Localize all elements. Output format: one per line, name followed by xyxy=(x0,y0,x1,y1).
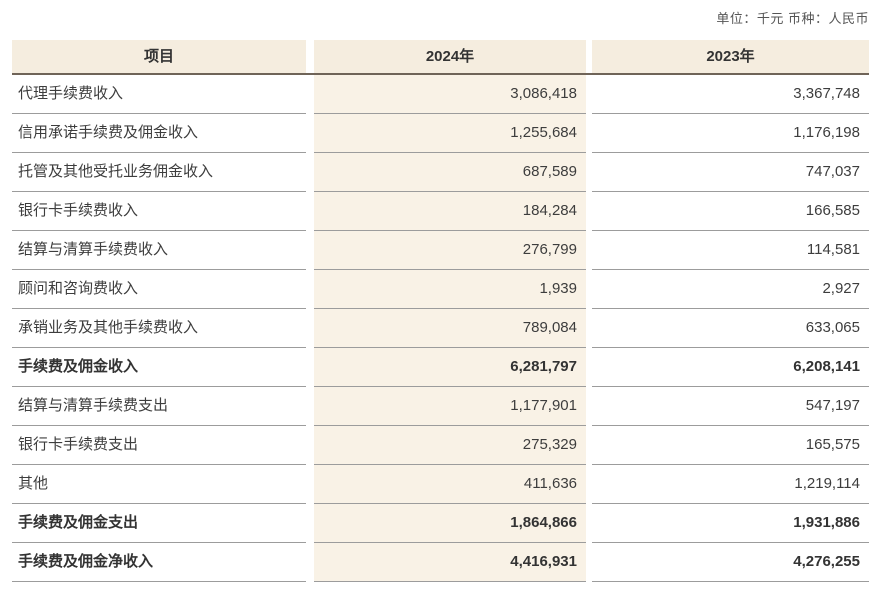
value-2024: 1,255,684 xyxy=(314,114,586,153)
column-gap xyxy=(306,465,314,504)
row-label: 承销业务及其他手续费收入 xyxy=(12,309,306,348)
value-2023: 165,575 xyxy=(592,426,869,465)
value-2024: 184,284 xyxy=(314,192,586,231)
table-row: 银行卡手续费支出 275,329 165,575 xyxy=(12,426,869,465)
column-gap xyxy=(586,231,592,270)
table-row: 结算与清算手续费支出 1,177,901 547,197 xyxy=(12,387,869,426)
row-label: 手续费及佣金净收入 xyxy=(12,543,306,582)
column-gap xyxy=(586,40,592,73)
value-2023: 633,065 xyxy=(592,309,869,348)
table-row: 手续费及佣金净收入 4,416,931 4,276,255 xyxy=(12,543,869,582)
value-2023: 6,208,141 xyxy=(592,348,869,387)
value-2023: 747,037 xyxy=(592,153,869,192)
value-2024: 275,329 xyxy=(314,426,586,465)
row-label: 手续费及佣金支出 xyxy=(12,504,306,543)
column-gap xyxy=(586,387,592,426)
column-gap xyxy=(306,153,314,192)
row-label: 结算与清算手续费支出 xyxy=(12,387,306,426)
value-2023: 166,585 xyxy=(592,192,869,231)
column-gap xyxy=(586,114,592,153)
row-label: 信用承诺手续费及佣金收入 xyxy=(12,114,306,153)
column-gap xyxy=(306,309,314,348)
row-label: 托管及其他受托业务佣金收入 xyxy=(12,153,306,192)
value-2024: 276,799 xyxy=(314,231,586,270)
column-gap xyxy=(306,504,314,543)
column-gap xyxy=(306,40,314,73)
table-row: 结算与清算手续费收入 276,799 114,581 xyxy=(12,231,869,270)
unit-currency-note: 单位：千元 币种：人民币 xyxy=(716,11,869,26)
table-row: 银行卡手续费收入 184,284 166,585 xyxy=(12,192,869,231)
column-gap xyxy=(306,114,314,153)
row-label: 手续费及佣金收入 xyxy=(12,348,306,387)
table-row: 承销业务及其他手续费收入 789,084 633,065 xyxy=(12,309,869,348)
value-2024: 1,939 xyxy=(314,270,586,309)
value-2024: 1,177,901 xyxy=(314,387,586,426)
value-2023: 114,581 xyxy=(592,231,869,270)
column-gap xyxy=(586,309,592,348)
value-2024: 6,281,797 xyxy=(314,348,586,387)
column-gap xyxy=(586,270,592,309)
row-label: 银行卡手续费支出 xyxy=(12,426,306,465)
column-header-2024: 2024年 xyxy=(314,40,586,73)
column-header-2023: 2023年 xyxy=(592,40,869,73)
column-gap xyxy=(306,231,314,270)
column-gap xyxy=(586,75,592,114)
table-row: 手续费及佣金支出 1,864,866 1,931,886 xyxy=(12,504,869,543)
row-label: 顾问和咨询费收入 xyxy=(12,270,306,309)
column-gap xyxy=(306,543,314,582)
value-2024: 789,084 xyxy=(314,309,586,348)
value-2024: 3,086,418 xyxy=(314,75,586,114)
column-gap xyxy=(306,192,314,231)
table-row: 托管及其他受托业务佣金收入 687,589 747,037 xyxy=(12,153,869,192)
column-gap xyxy=(586,465,592,504)
column-gap xyxy=(586,153,592,192)
value-2023: 2,927 xyxy=(592,270,869,309)
value-2024: 687,589 xyxy=(314,153,586,192)
row-label: 结算与清算手续费收入 xyxy=(12,231,306,270)
column-gap xyxy=(306,75,314,114)
value-2023: 1,176,198 xyxy=(592,114,869,153)
value-2024: 4,416,931 xyxy=(314,543,586,582)
value-2023: 547,197 xyxy=(592,387,869,426)
value-2024: 411,636 xyxy=(314,465,586,504)
column-gap xyxy=(306,348,314,387)
value-2023: 1,219,114 xyxy=(592,465,869,504)
column-gap xyxy=(586,543,592,582)
column-gap xyxy=(586,426,592,465)
table-row: 顾问和咨询费收入 1,939 2,927 xyxy=(12,270,869,309)
table-row: 信用承诺手续费及佣金收入 1,255,684 1,176,198 xyxy=(12,114,869,153)
table-body: 代理手续费收入 3,086,418 3,367,748 信用承诺手续费及佣金收入 1,2… xyxy=(12,75,869,582)
table-row: 其他 411,636 1,219,114 xyxy=(12,465,869,504)
column-gap xyxy=(306,270,314,309)
table-row: 代理手续费收入 3,086,418 3,367,748 xyxy=(12,75,869,114)
row-label: 代理手续费收入 xyxy=(12,75,306,114)
value-2023: 3,367,748 xyxy=(592,75,869,114)
row-label: 其他 xyxy=(12,465,306,504)
fee-commission-table: 项目 2024年 2023年 代理手续费收入 3,086,418 3,367,748… xyxy=(12,40,869,582)
column-gap xyxy=(306,387,314,426)
column-gap xyxy=(586,348,592,387)
table-row: 手续费及佣金收入 6,281,797 6,208,141 xyxy=(12,348,869,387)
column-gap xyxy=(306,426,314,465)
value-2024: 1,864,866 xyxy=(314,504,586,543)
value-2023: 1,931,886 xyxy=(592,504,869,543)
column-gap xyxy=(586,192,592,231)
table-header-row: 项目 2024年 2023年 xyxy=(12,40,869,75)
column-header-item: 项目 xyxy=(12,40,306,73)
value-2023: 4,276,255 xyxy=(592,543,869,582)
column-gap xyxy=(586,504,592,543)
row-label: 银行卡手续费收入 xyxy=(12,192,306,231)
